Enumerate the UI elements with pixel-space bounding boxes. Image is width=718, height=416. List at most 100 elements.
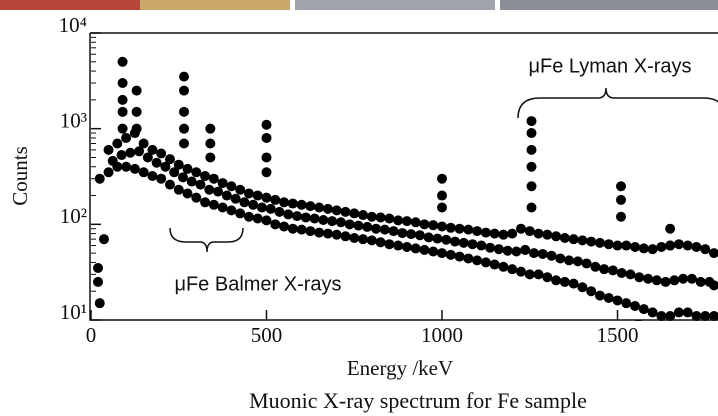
data-point	[261, 192, 272, 203]
data-point	[179, 138, 190, 149]
data-point	[142, 152, 153, 163]
data-point	[103, 144, 114, 155]
data-point	[322, 228, 333, 239]
brace	[169, 227, 244, 253]
data-point	[559, 232, 570, 243]
data-point	[498, 229, 509, 240]
data-point	[445, 222, 456, 233]
data-point	[586, 286, 597, 297]
data-point	[131, 106, 142, 117]
data-point	[437, 190, 447, 201]
data-point	[173, 184, 184, 195]
data-point	[208, 173, 219, 184]
data-point	[221, 190, 232, 201]
data-point	[309, 213, 320, 224]
data-point	[634, 272, 645, 283]
data-point	[551, 231, 562, 242]
data-point	[147, 171, 158, 182]
data-point	[248, 199, 259, 210]
data-point	[568, 278, 579, 289]
data-point	[472, 255, 483, 266]
data-point	[643, 273, 654, 284]
data-point	[243, 188, 254, 199]
data-point	[397, 228, 408, 239]
data-point	[616, 194, 627, 205]
data-point	[305, 201, 316, 212]
data-point	[638, 243, 649, 254]
data-point	[195, 179, 206, 190]
data-point	[296, 224, 307, 235]
data-point	[463, 224, 474, 235]
data-point	[568, 234, 579, 245]
data-point	[526, 144, 537, 155]
data-point	[515, 223, 526, 234]
data-point	[287, 223, 298, 234]
data-point	[243, 211, 254, 222]
data-point	[493, 244, 504, 255]
data-point	[526, 116, 537, 127]
data-point	[177, 172, 188, 183]
data-point	[226, 181, 237, 192]
data-point	[204, 184, 215, 195]
data-point	[340, 231, 351, 242]
x-tick-label: 0	[86, 323, 97, 347]
data-point	[526, 202, 537, 213]
data-point	[616, 267, 627, 278]
data-point	[138, 138, 149, 149]
data-point	[526, 161, 537, 172]
data-point	[423, 232, 434, 243]
data-point	[577, 235, 588, 246]
data-point	[270, 219, 281, 230]
data-point	[151, 157, 162, 168]
x-axis-label: Energy /keV	[347, 356, 453, 380]
data-point	[117, 106, 128, 117]
data-point	[669, 275, 680, 286]
axes-frame	[89, 32, 718, 321]
data-point	[331, 229, 342, 240]
data-point	[709, 280, 718, 291]
data-point	[375, 237, 386, 248]
data-point	[441, 234, 452, 245]
data-point	[274, 206, 285, 217]
data-point	[673, 307, 684, 318]
data-point	[660, 276, 671, 287]
data-point	[454, 223, 465, 234]
data-point	[432, 233, 443, 244]
data-point	[93, 262, 104, 273]
data-point	[103, 167, 114, 178]
data-point	[621, 240, 632, 251]
data-point	[528, 248, 539, 259]
data-point	[428, 246, 439, 257]
data-point	[651, 275, 662, 286]
data-point	[116, 150, 127, 161]
data-point	[520, 244, 531, 255]
data-point	[283, 209, 294, 220]
data-point	[217, 202, 228, 213]
data-point	[384, 213, 395, 224]
data-point	[117, 123, 128, 134]
data-point	[322, 203, 333, 214]
data-point	[419, 244, 430, 255]
data-point	[252, 213, 263, 224]
data-point	[331, 205, 342, 216]
data-point	[410, 217, 421, 228]
data-point	[656, 311, 667, 321]
data-point	[437, 248, 447, 259]
data-point	[586, 236, 597, 247]
data-point	[572, 256, 583, 267]
data-point	[261, 167, 272, 178]
data-point	[682, 240, 693, 251]
data-point	[191, 192, 202, 203]
data-point	[335, 217, 346, 228]
data-point	[551, 275, 562, 286]
data-point	[261, 132, 272, 143]
data-point	[515, 266, 526, 277]
data-point	[489, 259, 500, 270]
data-point	[419, 219, 430, 230]
data-point	[502, 245, 513, 256]
data-point	[480, 227, 491, 238]
data-point	[358, 210, 369, 221]
y-tick-label: 10²	[60, 204, 87, 228]
data-point	[524, 269, 535, 280]
